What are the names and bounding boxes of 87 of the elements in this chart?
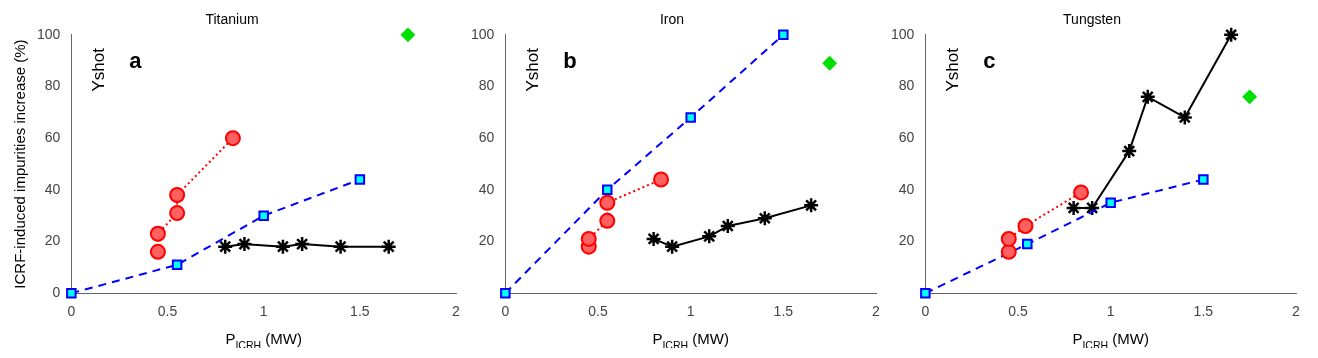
x-tick-label: 1.5 (350, 303, 370, 320)
point (1017, 218, 1034, 235)
y-tick-label: 40 (898, 180, 915, 197)
x-tick-label: 0.5 (1008, 303, 1028, 320)
x-tick-label: 1.5 (1193, 303, 1214, 320)
point (822, 56, 837, 71)
y-tick-label: 60 (478, 129, 495, 146)
point (1198, 174, 1209, 185)
point (599, 194, 616, 211)
x-tick-label: 1 (259, 303, 268, 320)
x-tick-label: 2 (872, 303, 881, 320)
x-tick-label: 1 (686, 303, 695, 320)
point (1083, 199, 1101, 217)
point (1222, 26, 1240, 44)
y-tick-label: 60 (44, 129, 61, 146)
chart-title: Titanium (205, 11, 259, 28)
point (1120, 142, 1138, 160)
y-tick-label: 100 (37, 25, 61, 42)
point (1022, 238, 1033, 250)
point (1176, 109, 1194, 126)
chart-title: Iron (659, 11, 685, 28)
point (1000, 230, 1017, 247)
point (1242, 89, 1257, 104)
point (599, 212, 616, 229)
point (274, 238, 292, 255)
y-tick-label: 80 (44, 77, 61, 94)
point (236, 235, 253, 253)
point (332, 238, 349, 255)
point (354, 174, 366, 185)
x-tick-label: 2 (1292, 303, 1301, 320)
point (149, 225, 166, 242)
point (380, 238, 397, 255)
annotation: c (983, 47, 996, 73)
point (1073, 184, 1090, 201)
point (1139, 88, 1156, 106)
x-tick-label: 0.5 (588, 303, 608, 320)
point (169, 187, 186, 204)
y-tick-label: 60 (898, 129, 915, 146)
x-tick-label: 1.5 (773, 303, 794, 320)
point (258, 210, 269, 221)
y-tick-label: 20 (44, 232, 61, 249)
y-tick-label: 20 (478, 232, 495, 249)
point (653, 171, 670, 188)
x-tick-label: 0.5 (157, 303, 178, 320)
annotation: b (563, 47, 577, 73)
point (1065, 199, 1082, 217)
point (224, 130, 241, 147)
y-tick-label: 0 (52, 284, 61, 301)
point (169, 205, 186, 222)
point (1000, 243, 1017, 260)
point (293, 235, 311, 253)
annotation: Yshot (89, 47, 109, 92)
point (602, 184, 613, 196)
y-tick-label: 100 (471, 25, 495, 42)
point (920, 287, 931, 299)
x-tick-label: 2 (452, 303, 461, 320)
point (685, 112, 696, 123)
point (645, 230, 662, 248)
annotation: a (129, 47, 143, 73)
x-tick-label: 0 (501, 303, 510, 320)
point (400, 27, 415, 42)
point (700, 228, 718, 245)
point (66, 287, 77, 299)
point (756, 210, 774, 227)
point (149, 243, 166, 260)
annotation: Yshot (523, 47, 543, 92)
y-tick-label: 40 (44, 180, 61, 197)
point (171, 259, 183, 271)
y-tick-label: 80 (478, 77, 495, 94)
y-tick-label: 40 (478, 180, 495, 197)
point (1105, 197, 1116, 208)
x-tick-label: 0 (67, 303, 76, 320)
point (802, 197, 820, 214)
point (719, 217, 736, 235)
y-axis-title: ICRF-induced impurities increase (%) (11, 39, 29, 289)
chart-title: Tungsten (1063, 11, 1121, 28)
point (663, 238, 681, 255)
point (216, 238, 234, 255)
x-tick-label: 0 (921, 303, 930, 320)
point (500, 287, 511, 299)
x-tick-label: 1 (1106, 303, 1115, 320)
y-tick-label: 80 (898, 77, 915, 94)
y-tick-label: 20 (898, 232, 915, 249)
point (778, 29, 789, 41)
annotation: Yshot (943, 47, 963, 92)
y-tick-label: 100 (891, 25, 915, 42)
point (580, 230, 597, 247)
